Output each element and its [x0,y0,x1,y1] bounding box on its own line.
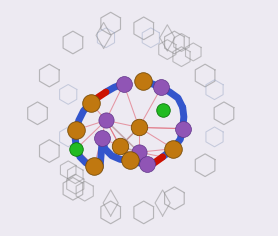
Point [100,136,105,140]
Point [74,147,79,151]
Point [160,108,165,112]
Point [74,128,79,132]
Point [137,126,141,129]
Point [118,144,122,148]
Point [180,127,185,131]
Point [159,85,164,89]
Point [104,118,108,122]
Point [140,80,145,83]
Point [145,162,150,166]
Point [171,147,175,151]
Point [92,164,96,168]
Point [88,101,93,105]
Point [121,82,126,86]
Point [137,150,141,154]
Point [127,159,132,162]
